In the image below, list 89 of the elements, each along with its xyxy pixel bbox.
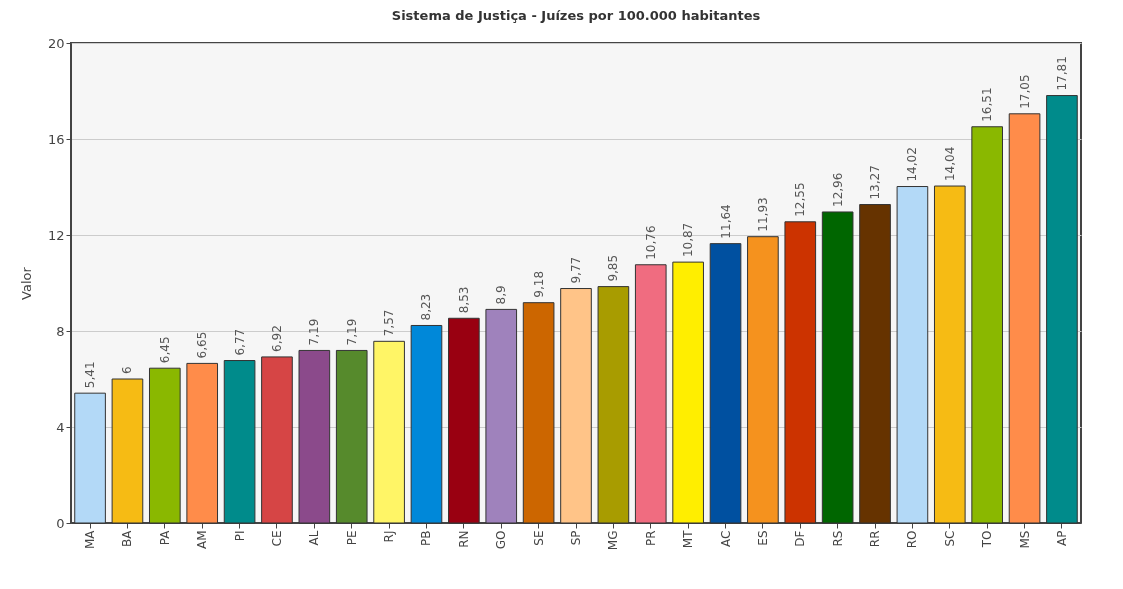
data-label: 6,65 [195,331,210,359]
x-tick-label: GO [494,530,509,550]
x-tick-label: DF [793,530,808,547]
x-tick-label: PR [643,530,658,547]
x-tick-label: SC [942,530,957,547]
bar [410,324,443,524]
data-label: 17,05 [1017,74,1032,109]
data-label: 8,9 [494,285,509,305]
bar [74,392,106,524]
x-tick-label: TO [980,530,995,549]
bar [933,185,966,524]
bar [373,340,405,524]
y-tick-label: 20 [47,35,65,51]
bar [859,204,891,524]
data-label: 7,19 [344,318,359,346]
data-label: 6,45 [157,336,172,364]
data-label: 11,93 [755,197,770,232]
bar [111,378,144,524]
x-tick-label: BA [120,529,135,547]
x-tick-label: PB [419,530,434,546]
data-label: 14,02 [905,147,920,182]
x-tick-label: AL [307,530,322,546]
data-label: 12,55 [793,182,808,217]
data-label: 12,96 [830,172,845,207]
data-label: 9,77 [569,256,583,284]
bar [448,317,480,524]
chart-title: Sistema de Justiça - Juízes por 100.000 habitantes [391,8,761,23]
data-label: 8,53 [456,286,471,314]
x-tick-label: SE [531,530,546,546]
x-tick-label: AP [1054,530,1069,546]
bar [597,286,630,524]
bar [709,243,742,524]
x-tick-label: ES [755,530,770,546]
x-tick-label: PI [232,530,247,542]
x-tick-label: SP [569,530,583,546]
bar [1046,95,1078,524]
bar [261,356,293,524]
data-label: 11,64 [718,204,733,239]
data-label: 13,27 [868,165,883,200]
bar [784,221,817,524]
bar [186,362,219,524]
bar [971,126,1003,524]
bar [223,360,256,524]
x-tick-label: PA [157,529,172,546]
y-tick-label: 12 [47,227,65,243]
bar [634,264,667,524]
bar [335,349,368,524]
bar [821,211,854,524]
data-label: 7,19 [307,318,322,346]
data-label: 16,51 [980,87,995,122]
bar [522,302,555,524]
data-label: 8,23 [419,293,434,321]
bar [149,367,181,524]
data-label: 9,85 [606,254,621,282]
y-tick-label: 4 [56,419,65,435]
data-label: 10,76 [643,225,658,260]
bar [1008,113,1041,524]
data-label: 6 [120,366,135,374]
x-tick-label: MT [681,529,696,549]
data-label: 6,92 [269,325,284,352]
x-tick-label: CE [269,530,284,547]
bar [485,308,518,524]
x-tick-label: PE [344,530,359,546]
x-tick-label: AC [718,530,733,547]
y-tick-label: 16 [47,131,65,147]
data-label: 10,87 [681,222,696,258]
bar [560,288,592,524]
x-tick-label: RJ [382,530,397,543]
x-tick-label: RS [830,530,845,547]
data-label: 9,18 [531,270,546,298]
bar [298,349,331,524]
x-tick-label: MA [83,529,98,550]
y-tick-label: 0 [56,515,65,531]
bar [672,261,704,524]
x-tick-label: MS [1017,530,1032,549]
y-tick-label: 8 [56,323,65,339]
data-label: 14,04 [942,146,957,182]
x-tick-label: AM [195,530,210,550]
data-label: 17,81 [1054,56,1069,91]
x-tick-label: RN [456,530,471,548]
data-label: 5,41 [83,361,98,389]
x-tick-label: MG [606,530,621,551]
bar [747,236,779,524]
x-tick-label: RO [905,530,920,549]
y-axis-title: Valor [18,266,34,300]
data-label: 6,77 [232,328,247,356]
x-tick-label: RR [868,530,883,548]
data-label: 7,57 [382,309,397,337]
bar [896,186,929,524]
